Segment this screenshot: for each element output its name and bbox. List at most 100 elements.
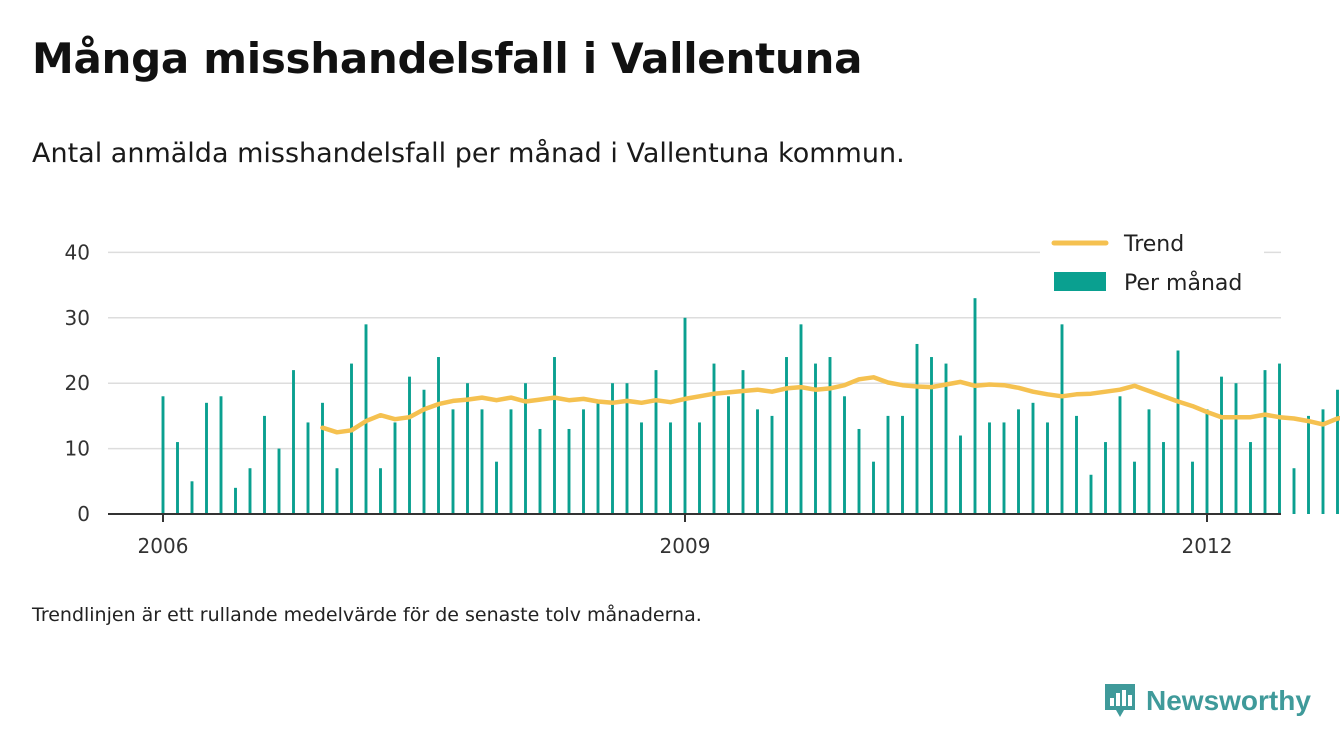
bar	[321, 402, 324, 514]
bar	[683, 317, 687, 514]
bar	[538, 428, 542, 514]
bar	[567, 428, 571, 514]
legend: Trend Per månad	[1040, 226, 1264, 302]
bar	[959, 435, 962, 514]
bar	[466, 383, 469, 514]
bar	[872, 461, 875, 514]
bar	[886, 415, 890, 514]
bar	[901, 415, 904, 514]
bar	[451, 409, 455, 514]
bar	[524, 383, 527, 514]
bar	[263, 415, 266, 514]
gridlines: 0 10 20 30 40	[65, 240, 1281, 526]
bar	[190, 481, 194, 514]
y-tick-label: 10	[65, 437, 90, 461]
bar	[1075, 415, 1078, 514]
chart-footnote: Trendlinjen är ett rullande medelvärde f…	[32, 604, 702, 626]
bar	[814, 363, 817, 514]
trend-line	[320, 375, 1340, 435]
bar	[219, 396, 223, 514]
bar	[509, 409, 513, 514]
y-tick-label: 30	[65, 306, 90, 330]
bar	[495, 461, 498, 514]
bar	[393, 422, 397, 514]
bar	[1031, 402, 1035, 514]
bar	[1046, 422, 1049, 514]
bar	[205, 402, 208, 514]
bar	[611, 383, 614, 514]
bar	[306, 422, 310, 514]
legend-bar-swatch	[1054, 272, 1106, 291]
bar	[582, 409, 585, 514]
bar	[1191, 461, 1194, 514]
legend-bar-label: Per månad	[1124, 270, 1242, 296]
bar	[1220, 376, 1223, 514]
bar	[422, 389, 426, 514]
bar	[350, 363, 353, 514]
x-tick-label: 2009	[660, 534, 711, 558]
bar	[161, 396, 165, 514]
bar	[1263, 370, 1267, 514]
bar	[1307, 415, 1310, 514]
y-tick-label: 0	[77, 502, 90, 526]
bar	[1133, 461, 1136, 514]
bar	[1089, 474, 1093, 514]
bar	[1205, 409, 1209, 514]
bar	[843, 396, 846, 514]
bar	[437, 357, 440, 514]
bar	[1162, 442, 1165, 514]
bar	[770, 415, 774, 514]
bar	[973, 298, 977, 514]
chart-subtitle: Antal anmälda misshandelsfall per månad …	[32, 138, 905, 169]
bar	[553, 357, 556, 514]
y-tick-label: 20	[65, 371, 90, 395]
bar	[640, 422, 643, 514]
bar	[176, 442, 179, 514]
bar	[1292, 468, 1296, 514]
bar	[799, 324, 803, 514]
bar	[292, 370, 295, 514]
bar	[654, 370, 658, 514]
x-tick-label: 2012	[1182, 534, 1233, 558]
newsworthy-logo-icon	[1105, 684, 1135, 717]
bar	[756, 409, 759, 514]
bar	[625, 383, 629, 514]
bar	[727, 396, 730, 514]
bar	[1249, 442, 1252, 514]
bar	[1104, 442, 1107, 514]
bar	[1002, 422, 1006, 514]
bar	[944, 363, 948, 514]
axes: 2006200920122015201820212024	[108, 513, 1281, 558]
bar	[741, 370, 745, 514]
x-tick-label: 2006	[138, 534, 189, 558]
bar	[234, 487, 237, 514]
bar	[1017, 409, 1020, 514]
bar	[480, 409, 484, 514]
bar	[698, 422, 701, 514]
bar	[988, 422, 991, 514]
chart-title: Många misshandelsfall i Vallentuna	[32, 34, 863, 83]
bar	[596, 402, 600, 514]
bar	[379, 468, 382, 514]
bar	[1118, 396, 1122, 514]
bar-series	[161, 298, 1339, 514]
bar	[1321, 409, 1325, 514]
bar	[1176, 350, 1180, 514]
bar	[408, 376, 411, 514]
legend-trend-label: Trend	[1123, 232, 1184, 257]
bar	[712, 363, 716, 514]
brand-name: Newsworthy	[1146, 685, 1311, 716]
bar	[785, 357, 788, 514]
bar	[1278, 363, 1281, 514]
bar	[248, 468, 252, 514]
bar	[1147, 409, 1151, 514]
bar	[1234, 383, 1238, 514]
bar	[828, 357, 832, 514]
bar	[857, 428, 861, 514]
bar	[915, 343, 919, 514]
bar	[930, 357, 933, 514]
bar	[277, 448, 281, 514]
bar	[669, 422, 672, 514]
bar	[335, 468, 339, 514]
